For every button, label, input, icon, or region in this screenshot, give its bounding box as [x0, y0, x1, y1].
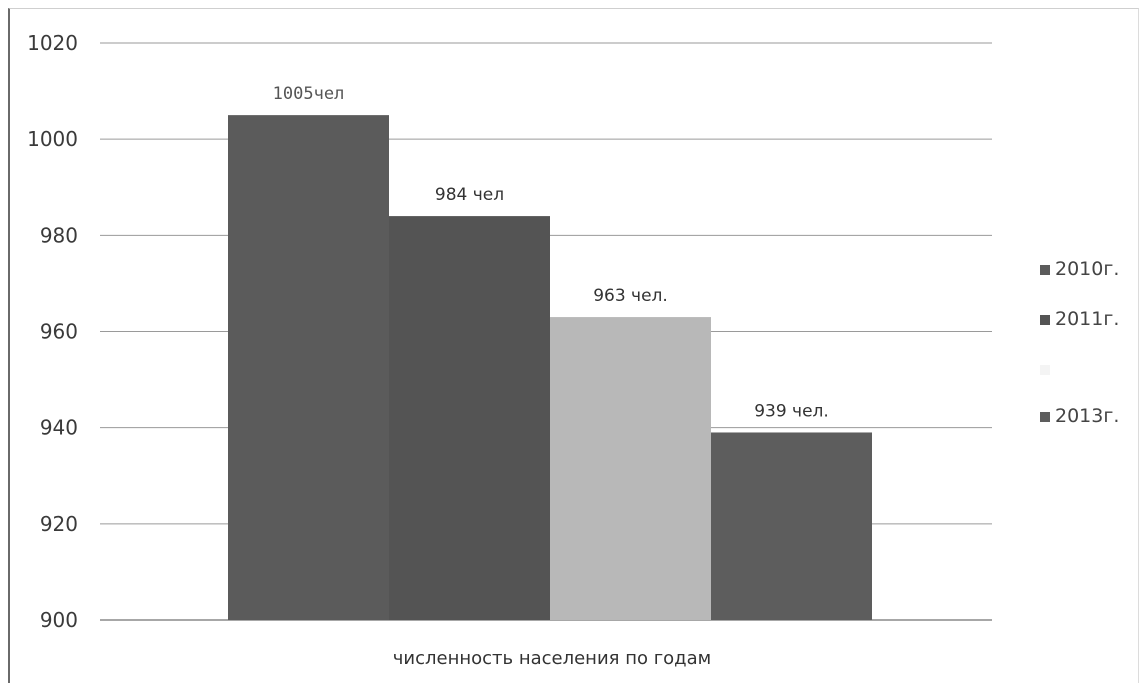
- data-label: 984 чел: [435, 185, 504, 205]
- data-label: 939 чел.: [754, 401, 829, 421]
- y-tick-label: 1000: [27, 127, 78, 151]
- legend-swatch: [1040, 265, 1050, 275]
- bar: [711, 432, 872, 620]
- legend-item: 2013г.: [1040, 405, 1119, 427]
- data-label: 1005чел: [273, 84, 345, 104]
- legend-swatch: [1040, 412, 1050, 422]
- bar: [228, 115, 389, 620]
- x-axis-label: численность населения по годам: [393, 648, 711, 669]
- y-tick-label: 940: [40, 416, 78, 440]
- bar: [550, 317, 711, 620]
- legend-label: 2010г.: [1055, 258, 1119, 280]
- legend-item: 2010г.: [1040, 258, 1119, 280]
- legend-label: 2013г.: [1055, 405, 1119, 427]
- data-labels: 1005чел 984 чел 963 чел. 939 чел.: [273, 84, 829, 421]
- legend-swatch: [1040, 365, 1050, 375]
- legend-item: [1040, 365, 1050, 375]
- y-tick-label: 1020: [27, 31, 78, 55]
- legend-swatch: [1040, 315, 1050, 325]
- y-tick-label: 900: [40, 608, 78, 632]
- bar: [389, 216, 550, 620]
- y-tick-label: 920: [40, 512, 78, 536]
- y-tick-label: 960: [40, 320, 78, 344]
- legend-item: 2011г.: [1040, 308, 1119, 330]
- legend-label: 2011г.: [1055, 308, 1119, 330]
- data-label: 963 чел.: [593, 286, 668, 306]
- y-tick-label: 980: [40, 223, 78, 247]
- bars: [228, 115, 872, 620]
- legend: 2010г. 2011г. 2013г.: [1040, 258, 1119, 427]
- y-axis-ticks: 900 920 940 960 980 1000 1020: [27, 31, 78, 632]
